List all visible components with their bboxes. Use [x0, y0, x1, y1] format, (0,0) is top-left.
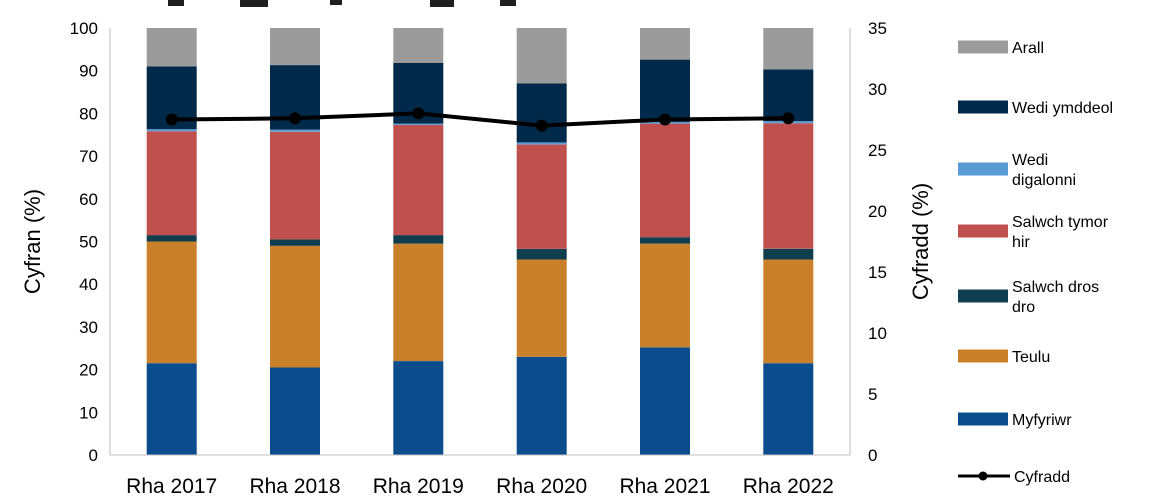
- y-right-tick-15: 15: [868, 263, 887, 282]
- bar-teulu-rha-2021: [640, 243, 690, 348]
- y-left-tick-70: 70: [79, 147, 98, 166]
- bar-teulu-rha-2019: [393, 243, 444, 361]
- bar-arall-rha-2019: [393, 28, 444, 63]
- point-cyfradd-rha-2018: [289, 112, 301, 125]
- bar-salwch-tymor-hir-rha-2022: [763, 123, 814, 249]
- legend-label-wedi-ymddeol: Wedi ymddeol: [1012, 100, 1113, 117]
- legend-label-cyfradd: Cyfradd: [1014, 469, 1070, 486]
- bar-salwch-tymor-hir-rha-2019: [393, 124, 444, 236]
- legend-swatch-myfyriwr: [958, 412, 1008, 426]
- bar-myfyriwr-rha-2022: [763, 363, 814, 455]
- bar-teulu-rha-2020: [516, 259, 567, 357]
- bar-myfyriwr-rha-2017: [146, 363, 197, 455]
- bar-teulu-rha-2018: [270, 245, 320, 368]
- y-right-tick-20: 20: [868, 202, 887, 221]
- point-cyfradd-rha-2020: [535, 119, 548, 132]
- bar-wedi-digalonni-rha-2020: [516, 142, 567, 145]
- bar-wedi-digalonni-rha-2019: [393, 123, 444, 125]
- bar-salwch-tymor-hir-rha-2020: [516, 144, 567, 249]
- y-left-tick-30: 30: [79, 318, 98, 337]
- bar-arall-rha-2017: [146, 28, 197, 67]
- x-tick-rha-2022: Rha 2022: [743, 475, 834, 498]
- y-right-tick-25: 25: [868, 141, 887, 160]
- y-left-tick-60: 60: [79, 190, 98, 209]
- bar-arall-rha-2022: [763, 28, 814, 70]
- bar-salwch-dros-dro-rha-2018: [270, 239, 320, 246]
- legend-swatch-salwch-tymor-hir: [958, 224, 1008, 238]
- bar-wedi-digalonni-rha-2017: [146, 129, 197, 132]
- y-left-tick-80: 80: [79, 104, 98, 123]
- y-left-tick-0: 0: [89, 446, 98, 465]
- legend-swatch-teulu: [958, 349, 1008, 363]
- bar-myfyriwr-rha-2020: [516, 356, 567, 455]
- bar-arall-rha-2020: [516, 28, 567, 84]
- y-left-tick-20: 20: [79, 361, 98, 380]
- legend-swatch-arall: [958, 40, 1008, 54]
- bar-arall-rha-2021: [640, 28, 690, 60]
- legend-label-salwch-dros-dro: Salwch dros dro: [1012, 279, 1099, 316]
- y-right-tick-30: 30: [868, 80, 887, 99]
- legend-swatch-wedi-ymddeol: [958, 100, 1008, 114]
- x-tick-rha-2019: Rha 2019: [373, 475, 464, 498]
- legend-marker-cyfradd: [978, 471, 988, 481]
- line-layer: [165, 107, 795, 132]
- point-cyfradd-rha-2022: [782, 112, 795, 125]
- cropped-title-graphic: [168, 0, 516, 7]
- legend-label-salwch-tymor-hir: Salwch tymor hir: [1012, 214, 1109, 251]
- y-left-tick-50: 50: [79, 233, 98, 252]
- point-cyfradd-rha-2021: [659, 113, 671, 126]
- bar-arall-rha-2018: [270, 28, 320, 66]
- line-cyfradd: [171, 111, 789, 128]
- y-axis-left-title: Cyfran (%): [20, 189, 45, 294]
- y-axis-right-title: Cyfradd (%): [908, 183, 933, 300]
- bar-myfyriwr-rha-2019: [393, 361, 444, 455]
- bar-salwch-dros-dro-rha-2022: [763, 248, 814, 260]
- bar-salwch-dros-dro-rha-2019: [393, 235, 444, 244]
- x-tick-rha-2017: Rha 2017: [126, 475, 217, 498]
- bar-salwch-dros-dro-rha-2017: [146, 235, 197, 242]
- bar-salwch-tymor-hir-rha-2021: [640, 123, 690, 238]
- x-tick-rha-2018: Rha 2018: [249, 475, 340, 498]
- x-tick-rha-2020: Rha 2020: [496, 475, 587, 498]
- y-left-tick-40: 40: [79, 275, 98, 294]
- legend-swatch-salwch-dros-dro: [958, 289, 1008, 303]
- bars-layer: [146, 28, 814, 455]
- point-cyfradd-rha-2019: [412, 107, 425, 120]
- bar-wedi-ymddeol-rha-2021: [640, 59, 690, 122]
- axes-layer: 0 10 20 30 40 50 60 70 80 90 100 0 5 10 15 20 25 30 35 Rha …: [20, 19, 933, 498]
- bar-salwch-tymor-hir-rha-2017: [146, 131, 197, 236]
- bar-salwch-dros-dro-rha-2020: [516, 248, 567, 260]
- bar-wedi-digalonni-rha-2018: [270, 129, 320, 132]
- legend-label-arall: Arall: [1012, 40, 1044, 57]
- y-right-tick-0: 0: [868, 446, 877, 465]
- y-right-tick-35: 35: [868, 19, 887, 38]
- x-tick-rha-2021: Rha 2021: [619, 475, 710, 498]
- y-left-tick-100: 100: [70, 19, 98, 38]
- bar-teulu-rha-2017: [146, 241, 197, 364]
- bar-myfyriwr-rha-2021: [640, 347, 690, 455]
- legend-label-wedi-digalonni: Wedi digalonni: [1012, 152, 1076, 189]
- bar-teulu-rha-2022: [763, 259, 814, 364]
- y-right-tick-5: 5: [868, 385, 877, 404]
- bar-salwch-tymor-hir-rha-2018: [270, 131, 320, 240]
- point-cyfradd-rha-2017: [165, 113, 178, 126]
- legend-swatch-wedi-digalonni: [958, 162, 1008, 176]
- bar-wedi-ymddeol-rha-2020: [516, 83, 567, 143]
- legend: Arall Wedi ymddeol Wedi digalonni Salwch tym…: [958, 40, 1113, 486]
- legend-label-myfyriwr: Myfyriwr: [1012, 412, 1072, 429]
- y-left-tick-10: 10: [79, 403, 98, 422]
- y-right-tick-10: 10: [868, 324, 887, 343]
- bar-myfyriwr-rha-2018: [270, 367, 320, 455]
- bar-salwch-dros-dro-rha-2021: [640, 237, 690, 244]
- legend-label-teulu: Teulu: [1012, 349, 1050, 366]
- y-left-tick-90: 90: [79, 62, 98, 81]
